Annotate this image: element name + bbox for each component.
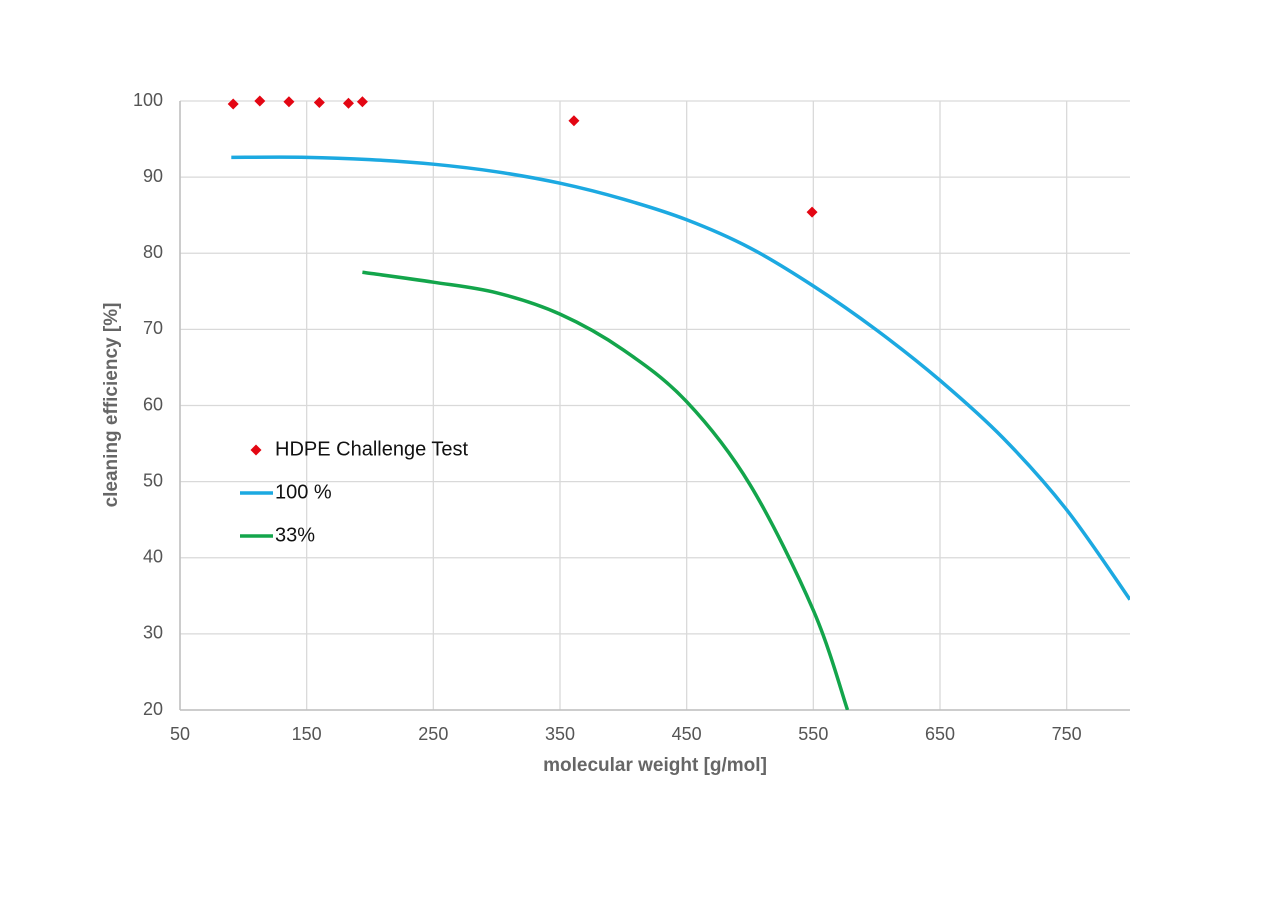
y-tick-label: 90 bbox=[143, 166, 163, 186]
x-axis-label: molecular weight [g/mol] bbox=[543, 755, 767, 776]
legend-label: 33% bbox=[275, 524, 315, 546]
x-tick-label: 150 bbox=[292, 724, 322, 744]
scatter-point bbox=[342, 97, 354, 109]
legend-label: 100 % bbox=[275, 481, 332, 503]
y-tick-label: 40 bbox=[143, 547, 163, 567]
line-series bbox=[231, 155, 1130, 601]
y-tick-label: 80 bbox=[143, 242, 163, 262]
y-tick-label: 70 bbox=[143, 318, 163, 338]
x-tick-label: 750 bbox=[1052, 724, 1082, 744]
x-tick-label: 650 bbox=[925, 724, 955, 744]
x-tick-label: 250 bbox=[418, 724, 448, 744]
legend-label: HDPE Challenge Test bbox=[275, 438, 469, 460]
y-axis-label: cleaning efficiency [%] bbox=[101, 303, 122, 508]
y-tick-label: 30 bbox=[143, 623, 163, 643]
scatter-point bbox=[227, 98, 239, 110]
scatter-point bbox=[283, 96, 295, 108]
y-tick-label: 100 bbox=[133, 90, 163, 110]
x-tick-label: 550 bbox=[798, 724, 828, 744]
y-tick-label: 60 bbox=[143, 394, 163, 414]
legend-marker bbox=[250, 444, 262, 456]
scatter-point bbox=[568, 115, 580, 127]
x-tick-label: 450 bbox=[672, 724, 702, 744]
x-tick-label: 50 bbox=[170, 724, 190, 744]
scatter-point bbox=[806, 206, 818, 218]
y-tick-label: 50 bbox=[143, 470, 163, 490]
line-series bbox=[362, 270, 850, 710]
scatter-point bbox=[313, 97, 325, 109]
scatter-point bbox=[356, 96, 368, 108]
scatter-point bbox=[254, 95, 266, 107]
y-tick-label: 20 bbox=[143, 699, 163, 719]
x-tick-label: 350 bbox=[545, 724, 575, 744]
